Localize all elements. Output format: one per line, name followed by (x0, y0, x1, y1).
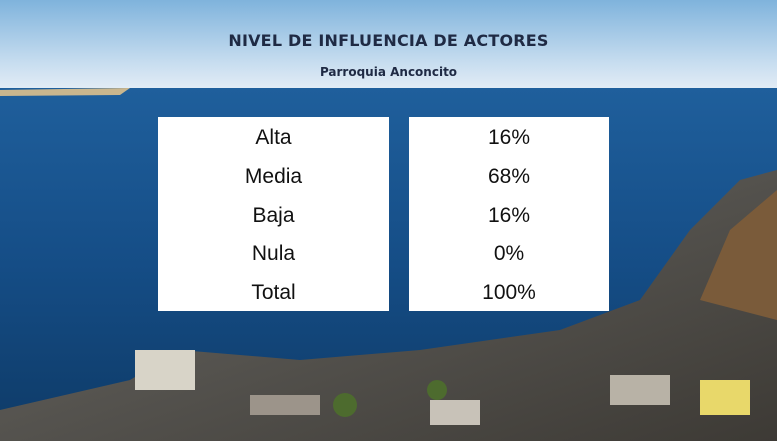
row-value: 16% (487, 203, 531, 227)
row-label: Baja (252, 203, 295, 227)
row-value: 100% (482, 281, 536, 305)
row-value: 0% (493, 242, 525, 266)
row-label: Alta (255, 126, 292, 149)
row-value: 16% (487, 126, 531, 149)
slide-title: NIVEL DE INFLUENCIA DE ACTORES (228, 31, 549, 50)
row-value: 68% (487, 164, 531, 188)
row-label: Total (251, 281, 296, 305)
value-column: 16% 68% 16% 0% 100% (409, 117, 609, 311)
row-label: Media (244, 164, 303, 188)
slide-subtitle: Parroquia Anconcito (319, 65, 458, 79)
label-column: Alta Media Baja Nula Total (158, 117, 389, 311)
row-label: Nula (251, 242, 296, 266)
